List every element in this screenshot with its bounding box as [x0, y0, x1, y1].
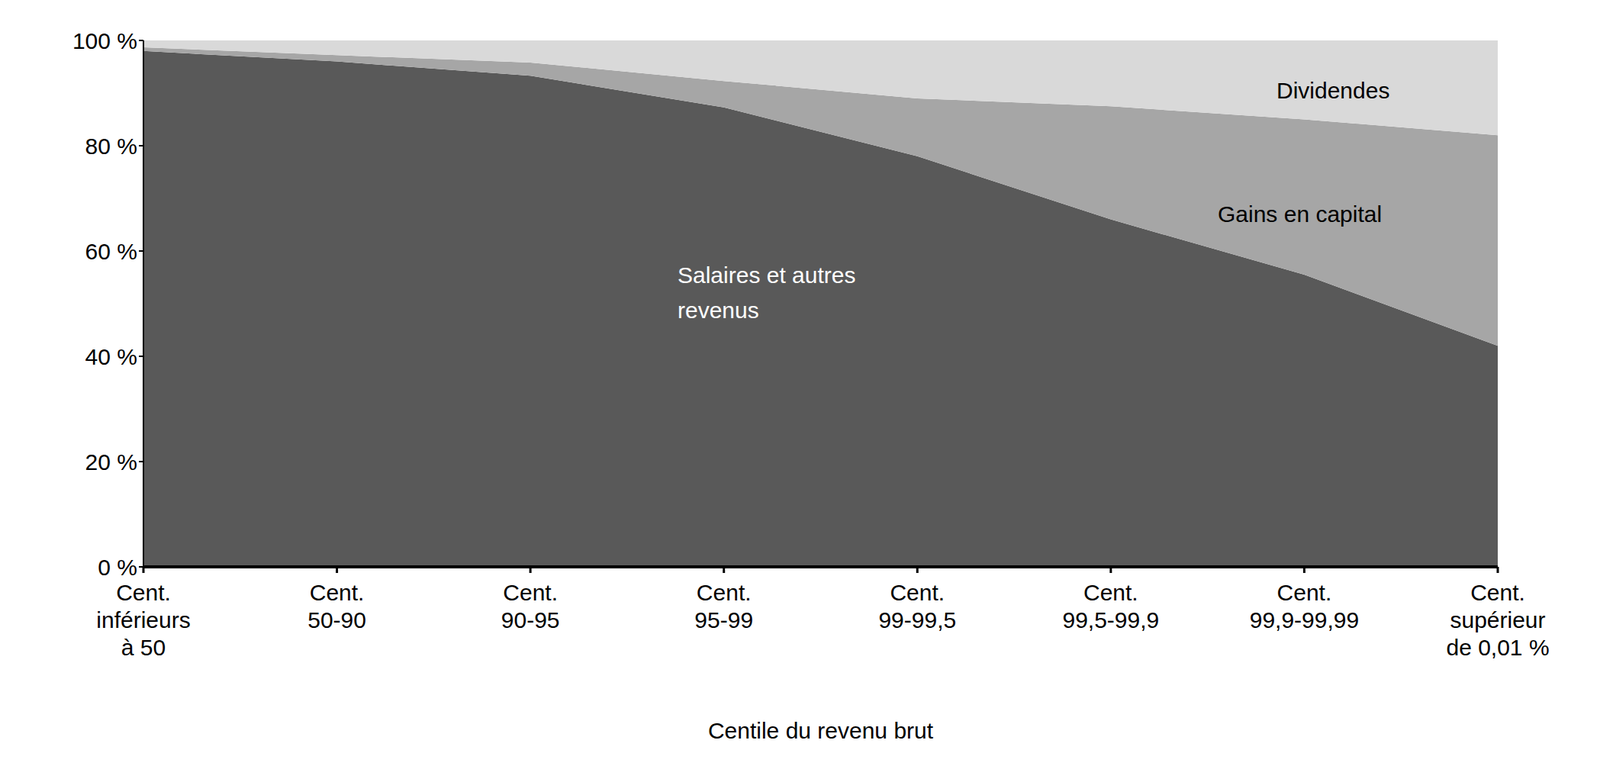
- svg-text:Cent.99,5-99,9: Cent.99,5-99,9: [1062, 579, 1159, 633]
- html-text:Gains en capital: Gains en capital: [1217, 201, 1382, 227]
- svg-text:Centile du revenu brut: Centile du revenu brut: [708, 717, 934, 744]
- svg-text:Cent.50-90: Cent.50-90: [307, 579, 367, 633]
- svg-text:40 %: 40 %: [85, 344, 138, 370]
- svg-text:Cent.99-99,5: Cent.99-99,5: [878, 579, 957, 633]
- svg-text:Cent.90-95: Cent.90-95: [501, 579, 561, 633]
- svg-text:Cent.95-99: Cent.95-99: [694, 579, 754, 633]
- svg-text:Cent.supérieurde 0,01 %: Cent.supérieurde 0,01 %: [1445, 579, 1549, 660]
- svg-text:80 %: 80 %: [85, 133, 138, 159]
- html-text:Salaires et autres revenus: Salaires et autres revenus: [677, 262, 856, 323]
- svg-text:20 %: 20 %: [85, 449, 138, 475]
- svg-text:60 %: 60 %: [85, 238, 138, 264]
- svg-text:Cent.inférieursà 50: Cent.inférieursà 50: [96, 579, 190, 660]
- svg-text:0 %: 0 %: [97, 554, 138, 580]
- html-text:Dividendes: Dividendes: [1276, 77, 1390, 104]
- svg-text:100 %: 100 %: [72, 28, 138, 54]
- svg-text:Cent.99,9-99,99: Cent.99,9-99,99: [1249, 579, 1359, 633]
